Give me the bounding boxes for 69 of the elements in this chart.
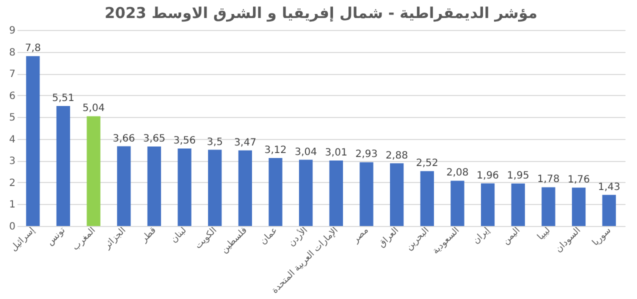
bar (147, 146, 162, 226)
x-tick-label: العراق (376, 226, 402, 250)
bar (117, 146, 131, 226)
data-label: 3,12 (264, 145, 287, 156)
x-tick-label: إيران (471, 226, 492, 246)
x-tick-label: تونس (45, 225, 68, 248)
data-label: 2,88 (386, 150, 408, 162)
bar (56, 106, 70, 226)
data-label: 3,65 (143, 134, 166, 145)
bar (480, 183, 495, 226)
data-label: 1,95 (506, 170, 530, 182)
data-label: 1,78 (537, 174, 560, 186)
data-label: 1,76 (568, 174, 590, 186)
x-tick-label: فلسطين (220, 226, 250, 256)
data-label: 3,5 (206, 136, 223, 148)
x-tick-label: البحرين (404, 226, 432, 253)
data-label: 1,43 (598, 182, 620, 193)
data-label: 3,47 (234, 137, 256, 148)
y-tick-label: 7 (9, 69, 16, 80)
bar (420, 171, 434, 226)
bar (299, 160, 313, 226)
bar (602, 194, 616, 226)
y-tick-label: 5 (9, 112, 16, 124)
bar (542, 187, 556, 226)
x-tick-label: قطر (138, 226, 158, 246)
data-label: 3,56 (173, 135, 196, 146)
bar (390, 163, 404, 226)
x-tick-label: اليمن (501, 226, 522, 247)
chart-title: مؤشر الديمقراطية - شمال إفريقيا و الشرق الاوسط 2023 (104, 4, 538, 22)
bar (86, 116, 100, 226)
data-label: 5,51 (52, 93, 74, 104)
y-tick-label: 3 (9, 156, 16, 168)
x-tick-label: سوريا (590, 226, 614, 248)
data-label: 2,52 (416, 158, 438, 170)
x-tick-label: الأردن (286, 224, 310, 249)
x-tick-label: لبنان (169, 226, 189, 246)
y-tick-label: 8 (9, 47, 16, 58)
bar (329, 160, 343, 226)
data-label: 3,66 (112, 133, 136, 144)
bar (208, 150, 222, 226)
data-label: 7,8 (24, 43, 41, 54)
bar (511, 184, 525, 226)
y-tick-label: 6 (9, 90, 16, 102)
x-tick-label: الجزائر (102, 226, 128, 252)
data-label: 3,04 (294, 146, 317, 158)
y-tick-label: 0 (9, 222, 16, 232)
y-tick-label: 4 (9, 134, 16, 146)
data-label: 2,93 (355, 149, 378, 160)
x-tick-label: السودان (554, 226, 583, 255)
x-tick-label: مصر (350, 226, 371, 246)
bar (450, 180, 464, 226)
y-tick-label: 9 (9, 26, 16, 36)
bar (268, 158, 282, 226)
y-tick-label: 1 (9, 200, 16, 211)
bar (178, 148, 192, 226)
x-tick-label: عمان (258, 226, 280, 247)
data-label: 1,96 (476, 170, 499, 182)
bar (238, 150, 252, 226)
x-tick-label: السعودية (430, 226, 462, 257)
data-label: 5,04 (82, 103, 105, 114)
bar (26, 56, 40, 226)
x-tick-label: المغرب (70, 226, 98, 253)
bar (572, 188, 586, 226)
y-tick-label: 2 (9, 178, 16, 189)
x-tick-label: ليبيا (536, 226, 553, 242)
data-label: 3,01 (325, 147, 348, 158)
data-label: 2,08 (446, 168, 469, 179)
x-tick-label: الكويت (193, 226, 220, 252)
bar (360, 162, 374, 226)
